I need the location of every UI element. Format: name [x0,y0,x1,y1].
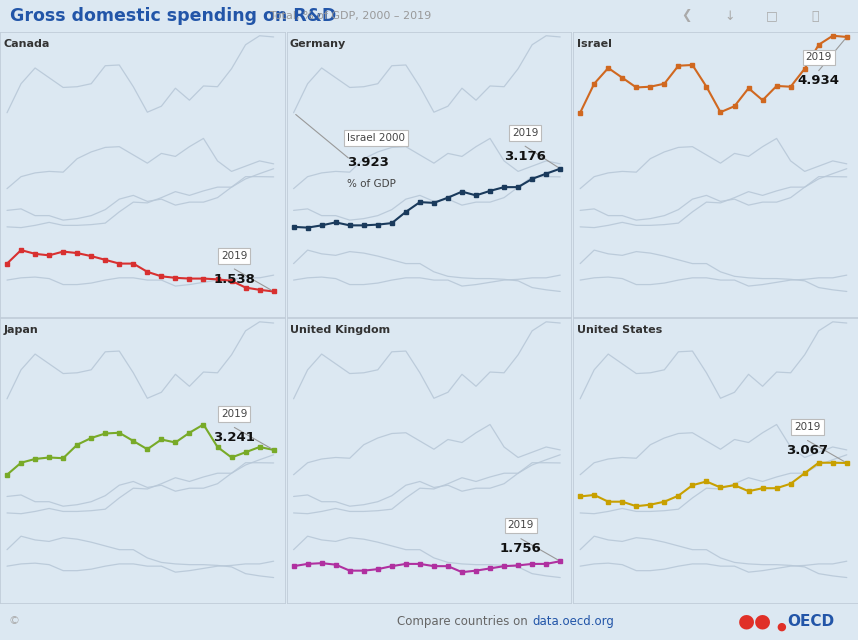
Text: 2019: 2019 [512,128,538,138]
Text: Total, % of GDP, 2000 – 2019: Total, % of GDP, 2000 – 2019 [270,11,432,21]
Text: ●: ● [776,622,786,632]
Text: % of GDP: % of GDP [347,179,396,189]
Text: Germany: Germany [290,39,347,49]
Text: ©: © [9,616,20,627]
Text: United States: United States [577,325,662,335]
Text: ↓: ↓ [724,10,734,22]
Text: □: □ [766,10,778,22]
Text: 3.067: 3.067 [787,444,829,457]
Text: 1.538: 1.538 [214,273,256,285]
Text: 1.756: 1.756 [500,543,541,556]
Text: Israel: Israel [577,39,612,49]
Text: Canada: Canada [3,39,50,49]
Text: 2019: 2019 [221,409,247,419]
Text: 3.923: 3.923 [347,156,389,169]
Text: 4.934: 4.934 [798,74,840,88]
Text: 3.176: 3.176 [505,150,546,163]
Text: Israel 2000: Israel 2000 [347,133,405,143]
Text: ❮: ❮ [681,10,692,22]
Text: ⓘ: ⓘ [812,10,819,22]
Text: United Kingdom: United Kingdom [290,325,390,335]
Text: 2019: 2019 [221,251,247,260]
Text: 2019: 2019 [806,52,832,63]
Text: Gross domestic spending on R&D: Gross domestic spending on R&D [10,7,336,25]
Text: Japan: Japan [3,325,38,335]
Text: 2019: 2019 [508,520,534,531]
Text: Compare countries on: Compare countries on [397,615,532,628]
Text: 3.241: 3.241 [214,431,256,444]
Text: data.oecd.org: data.oecd.org [532,615,613,628]
Text: OECD: OECD [788,614,834,629]
Text: 2019: 2019 [795,422,820,432]
Text: ●●: ●● [738,612,772,631]
